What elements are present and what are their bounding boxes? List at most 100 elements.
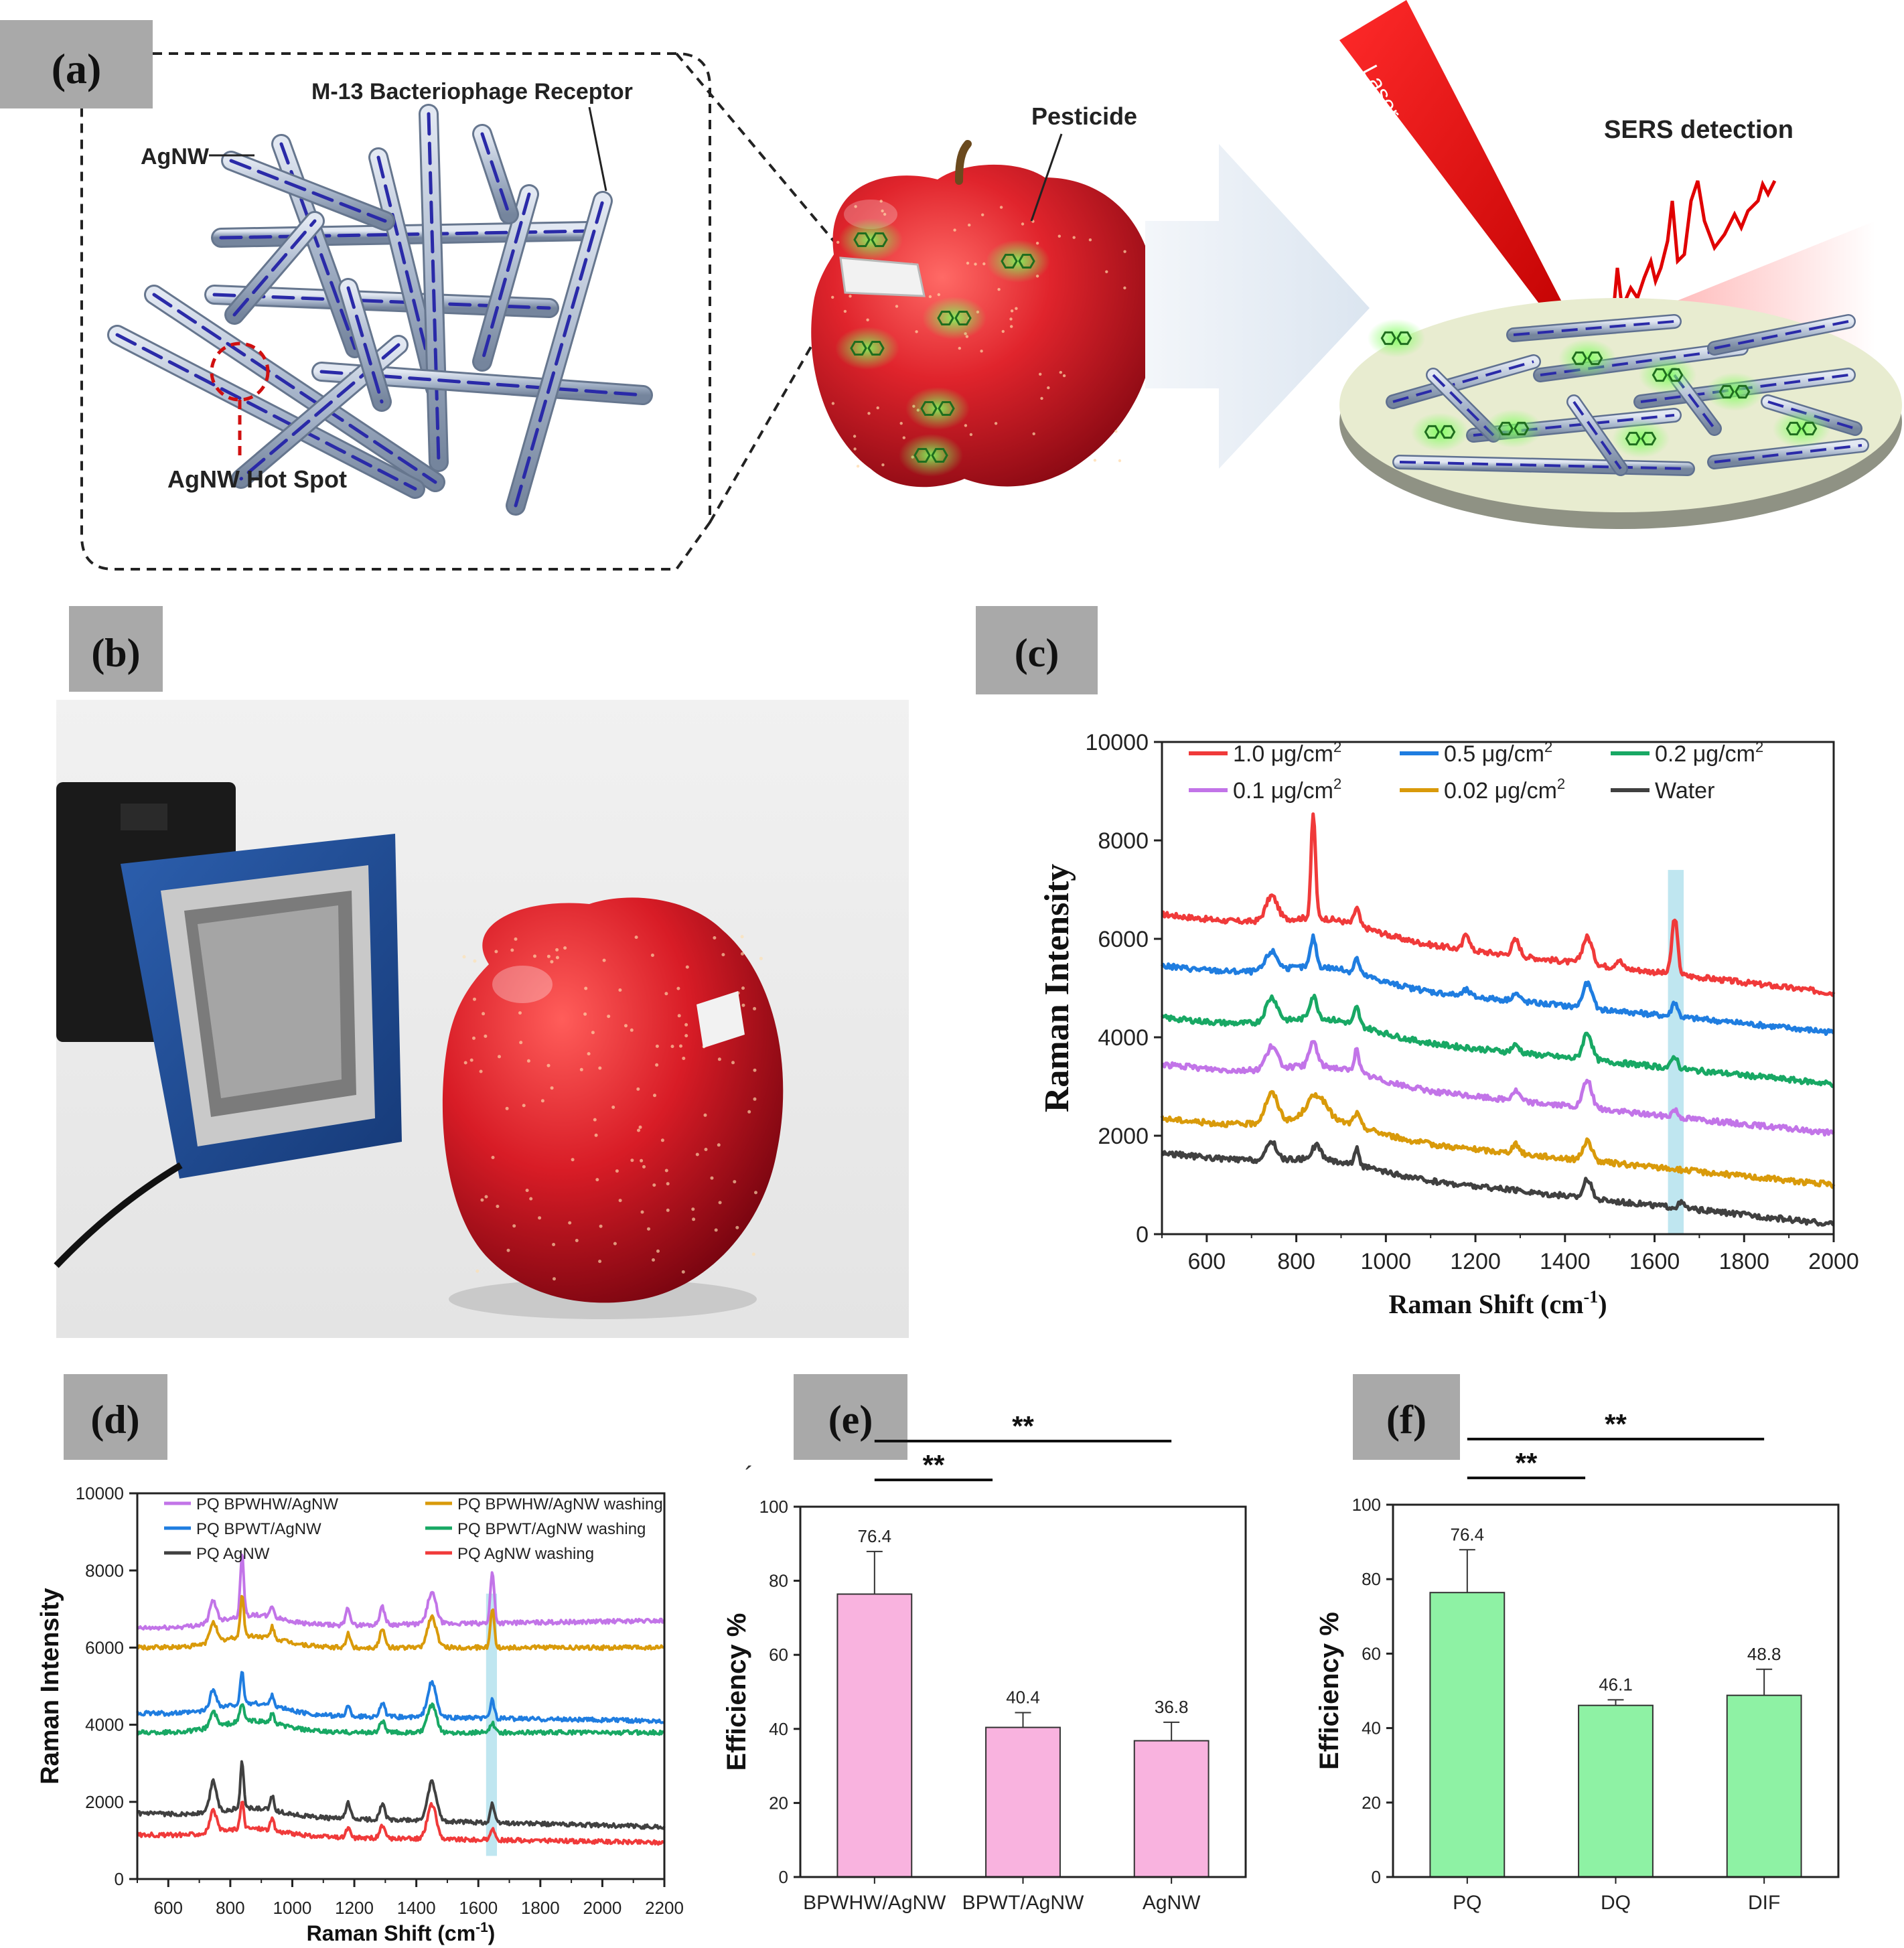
pesticide-molecule	[899, 434, 963, 477]
significance-label: **	[1012, 1410, 1034, 1442]
pesticide-molecule	[1410, 413, 1469, 451]
chart-d: 600 800 1000 1200 1400 1600 1800 2000 2200 0 2000 4…	[36, 1483, 684, 1945]
series-line	[1161, 1140, 1835, 1227]
phage-receptor	[152, 293, 437, 484]
y-tick-label: 10000	[76, 1483, 124, 1503]
receptor-label: M-13 Bacteriophage Receptor	[311, 79, 633, 104]
x-tick-label: 1800	[521, 1898, 560, 1918]
legend-label: 0.5 μg/cm2	[1444, 739, 1552, 767]
sers-spectrum-sketch	[1586, 179, 1777, 336]
phage-receptor	[115, 333, 417, 491]
value-label: 76.4	[1451, 1524, 1485, 1544]
x-tick-label: 2000	[583, 1898, 621, 1918]
panel-f: (f) 76.4 PQ 46.1 DQ 48.8 DIF 0 20 40 60 80 100 Effic…	[1315, 1374, 1840, 1914]
y-tick-label: 0	[1372, 1867, 1381, 1887]
pesticide-molecule	[1484, 409, 1543, 448]
significance-label: **	[1516, 1447, 1538, 1479]
legend-label: PQ BPWT/AgNW	[196, 1520, 321, 1538]
value-label: 40.4	[1006, 1687, 1040, 1707]
value-label: 46.1	[1599, 1674, 1633, 1694]
legend-label: PQ BPWHW/AgNW	[196, 1495, 338, 1513]
y-tick-label: 20	[769, 1793, 788, 1813]
legend-label: PQ AgNW	[196, 1545, 270, 1563]
series-line	[1160, 1090, 1836, 1189]
panel-e: (e) ´ 76.4 BPWHW/AgNW 40.4 BPWT/AgNW 36.8 AgN…	[722, 1374, 1247, 1914]
y-axis-label: Raman Intensity	[36, 1588, 64, 1785]
y-tick-label: 100	[1352, 1495, 1381, 1515]
panel-label-c: (c)	[976, 606, 1098, 694]
x-axis-label: Raman Shift (cm-1)	[307, 1920, 496, 1945]
x-tick-label: 600	[1187, 1249, 1226, 1274]
pesticide-molecule	[1367, 319, 1426, 358]
pesticide-molecule	[1638, 356, 1697, 394]
bar	[1133, 1740, 1210, 1878]
x-tick-label: 1200	[1450, 1249, 1501, 1274]
y-tick-label: 60	[769, 1645, 788, 1665]
svg-text:(b): (b)	[91, 631, 140, 675]
x-tick-label: 1200	[335, 1898, 374, 1918]
value-label: 76.4	[858, 1526, 892, 1546]
y-tick-label: 2000	[85, 1792, 124, 1812]
y-tick-label: 8000	[1098, 828, 1149, 854]
raman-device	[121, 834, 402, 1179]
significance-label: **	[923, 1449, 945, 1481]
bar	[836, 1593, 913, 1878]
chart-e: 76.4 BPWHW/AgNW 40.4 BPWT/AgNW 36.8 AgNW 0 20 40…	[722, 1410, 1247, 1914]
plot-frame	[1392, 1503, 1840, 1878]
series-line	[137, 1594, 666, 1651]
y-axis-label: Efficiency %	[722, 1613, 751, 1771]
pesticide-molecule	[1772, 409, 1831, 448]
photo-device-and-apple	[54, 700, 909, 1338]
pesticide-molecule	[838, 218, 903, 261]
phage-receptor	[514, 199, 605, 508]
photo-apple	[442, 897, 784, 1319]
y-axis-label: Raman Intensity	[1038, 864, 1076, 1112]
stray-mark: ´	[745, 1462, 753, 1491]
x-tick-label: 2200	[645, 1898, 684, 1918]
value-label: 48.8	[1747, 1644, 1781, 1664]
pesticide-molecule	[1611, 419, 1670, 458]
x-tick-label: 1000	[1361, 1249, 1412, 1274]
chart-f: 76.4 PQ 46.1 DQ 48.8 DIF 0 20 40 60 80 100 Efficienc…	[1315, 1408, 1840, 1914]
y-tick-label: 2000	[1098, 1124, 1149, 1149]
phage-receptor	[480, 132, 511, 216]
phage-receptor	[232, 219, 317, 317]
pesticide-molecule	[1558, 339, 1617, 378]
process-arrow	[1145, 144, 1370, 469]
significance-label: **	[1605, 1408, 1627, 1440]
legend-label: 0.1 μg/cm2	[1233, 775, 1341, 804]
series-line	[136, 1702, 666, 1736]
category-label: AgNW	[1143, 1892, 1201, 1914]
x-tick-label: 2000	[1808, 1249, 1859, 1274]
chart-c: 600 800 1000 1200 1400 1600 1800 2000 0 2000 4000 6…	[1038, 730, 1859, 1319]
x-axis-label: Raman Shift (cm-1)	[1388, 1287, 1607, 1319]
y-tick-label: 40	[1362, 1718, 1381, 1738]
panel-label-d: (d)	[64, 1374, 167, 1460]
panel-c: (c) 600 800 1000 1200 1400 1600 1800 2000 0 2000 4…	[976, 606, 1859, 1319]
x-tick-label: 1600	[459, 1898, 498, 1918]
x-tick-label: 1800	[1718, 1249, 1769, 1274]
category-label: BPWT/AgNW	[962, 1892, 1084, 1914]
panel-b: (b)	[54, 606, 909, 1338]
series-line	[136, 1801, 666, 1846]
hot-spot-circle	[210, 342, 270, 402]
pesticide-molecule	[1705, 372, 1764, 411]
y-tick-label: 0	[115, 1869, 124, 1889]
phage-receptor	[229, 159, 387, 223]
x-tick-label: 1400	[1540, 1249, 1591, 1274]
legend-label: PQ AgNW washing	[457, 1545, 594, 1563]
phage-receptor	[427, 112, 441, 464]
phage-receptor	[346, 286, 384, 404]
svg-text:(c): (c)	[1015, 631, 1059, 675]
agnw-hotspot-label: AgNW Hot Spot	[167, 465, 347, 493]
apple-illustration	[811, 140, 1157, 488]
series-line	[1161, 812, 1836, 997]
panel-label-f: (f)	[1353, 1374, 1460, 1460]
category-label: BPWHW/AgNW	[803, 1892, 946, 1914]
y-tick-label: 4000	[85, 1715, 124, 1735]
panel-label-e: (e)	[794, 1374, 907, 1460]
y-axis-label: Efficiency %	[1315, 1612, 1344, 1770]
legend-label: Water	[1655, 778, 1714, 804]
pesticide-molecule	[986, 240, 1050, 283]
